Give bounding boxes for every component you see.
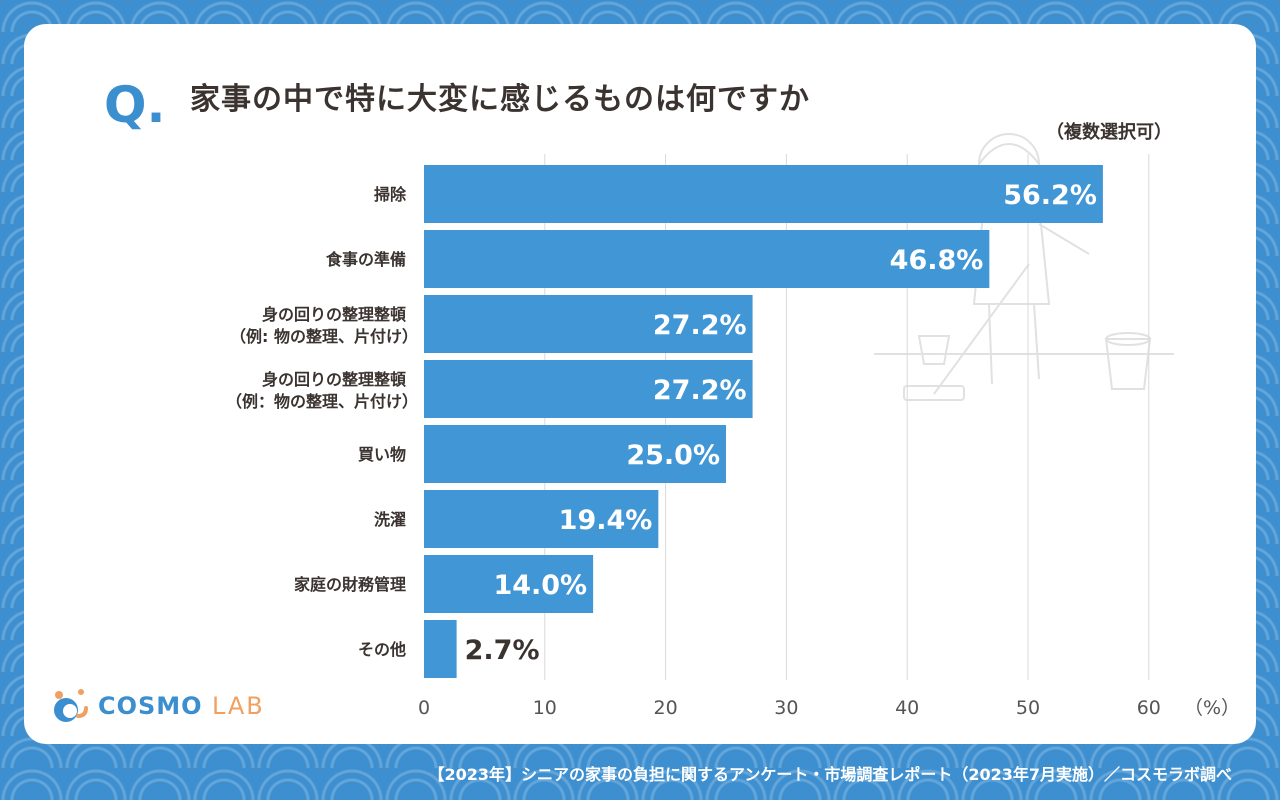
bar-value-label: 25.0% xyxy=(626,440,720,471)
bar-chart: 0 10 20 30 40 50 60 （%） 56.2% 掃除 46.8% 食事の準備 27.2% 身の… xyxy=(226,154,1240,719)
bar xyxy=(424,295,753,353)
x-unit-label: （%） xyxy=(1184,697,1240,719)
category-label: 買い物 xyxy=(358,445,406,464)
x-tick-label: 10 xyxy=(533,697,557,719)
category-label-line1: 身の回りの整理整頓 xyxy=(262,370,406,389)
brand-name-main: COSMO xyxy=(98,692,203,720)
category-label: 食事の準備 xyxy=(325,250,406,269)
bar xyxy=(424,490,659,548)
bar-value-label: 27.2% xyxy=(653,375,747,406)
chart-title: 家事の中で特に大変に感じるものは何ですか xyxy=(190,82,810,117)
bar xyxy=(424,555,594,613)
bar xyxy=(424,425,726,483)
x-tick-label: 60 xyxy=(1137,697,1161,719)
bar-value-label: 19.4% xyxy=(559,505,653,536)
source-footer: 【2023年】シニアの家事の負担に関するアンケート・市場調査レポート（2023年… xyxy=(428,765,1232,784)
x-tick-label: 50 xyxy=(1016,697,1040,719)
cosmo-lab-logo-icon xyxy=(54,689,88,722)
category-label-line2: （例：物の整理、片付け） xyxy=(226,392,418,411)
x-tick-label: 30 xyxy=(774,697,798,719)
chart-subtitle: （複数選択可） xyxy=(1046,122,1172,143)
bar-value-label: 46.8% xyxy=(890,245,984,276)
bar-value-label: 27.2% xyxy=(653,310,747,341)
category-label: 洗濯 xyxy=(374,510,406,529)
chart-card: Q. 家事の中で特に大変に感じるものは何ですか （複数選択可） 0 10 20 30 4… xyxy=(24,24,1256,744)
bar xyxy=(424,230,990,288)
bar xyxy=(424,620,457,678)
x-tick-label: 20 xyxy=(654,697,678,719)
category-label: その他 xyxy=(358,640,406,659)
x-tick-label: 40 xyxy=(895,697,919,719)
brand-name: COSMO LAB xyxy=(98,692,265,720)
x-tick-label: 0 xyxy=(418,697,430,719)
bar-value-label: 2.7% xyxy=(465,635,540,666)
bar-value-label: 56.2% xyxy=(1003,180,1097,211)
brand-logo: COSMO LAB xyxy=(50,686,265,726)
category-label: 掃除 xyxy=(374,185,407,204)
question-mark: Q. xyxy=(104,76,166,134)
bar-value-label: 14.0% xyxy=(493,570,587,601)
brand-name-sub: LAB xyxy=(211,692,265,720)
category-label: 家庭の財務管理 xyxy=(294,575,406,594)
category-label-line1: 身の回りの整理整頓 xyxy=(262,305,406,324)
category-label-line2: （例: 物の整理、片付け） xyxy=(230,327,418,346)
bar xyxy=(424,360,753,418)
bar xyxy=(424,165,1103,223)
